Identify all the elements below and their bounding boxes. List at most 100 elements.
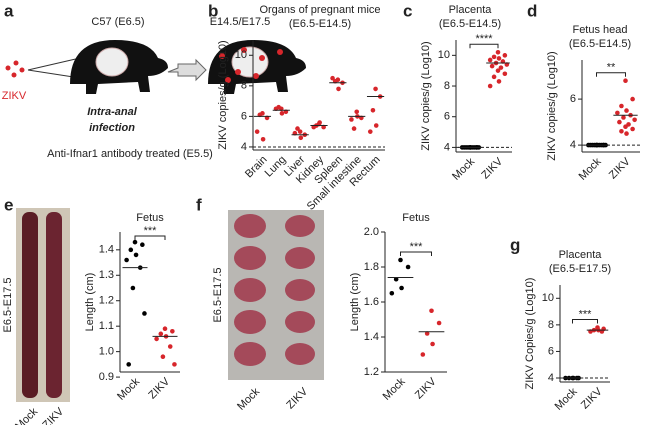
route-label: infection xyxy=(89,122,135,134)
y-tick-label: 4 xyxy=(548,372,554,384)
y-tick-label: 8 xyxy=(548,319,554,331)
data-point xyxy=(354,109,360,115)
y-tick-label: 1.8 xyxy=(364,261,379,273)
significance-label: **** xyxy=(475,33,493,45)
data-point xyxy=(498,65,504,70)
panel-label: d xyxy=(527,1,537,20)
x-tick-label: Mock xyxy=(577,155,604,182)
data-point xyxy=(399,285,404,291)
photo-x-label: ZIKV xyxy=(284,385,310,411)
y-axis-label: ZIKV copies/g (Log10) xyxy=(217,40,229,149)
data-point xyxy=(154,336,159,342)
data-point xyxy=(126,362,131,367)
data-point xyxy=(429,308,434,314)
data-point xyxy=(495,68,501,73)
data-point xyxy=(424,331,430,336)
y-tick-label: 6 xyxy=(570,93,576,105)
y-tick-label: 1.2 xyxy=(364,366,379,378)
chart-subtitle: (E6.5-E14.5) xyxy=(289,18,351,30)
x-tick-label: Mock xyxy=(381,375,408,402)
y-tick-label: 6 xyxy=(444,111,450,123)
chart-title: Fetus xyxy=(136,212,164,224)
data-point xyxy=(624,131,629,136)
uterus-photo xyxy=(22,212,38,398)
panel-label: a xyxy=(4,1,14,20)
significance-bracket xyxy=(572,319,598,324)
data-point xyxy=(502,71,508,77)
y-axis-label: Length (cm) xyxy=(349,273,361,332)
data-point xyxy=(370,107,376,113)
data-point xyxy=(619,103,624,109)
y-tick-label: 10 xyxy=(438,49,450,61)
arrow xyxy=(167,58,207,82)
y-tick-label: 6 xyxy=(241,110,247,122)
data-point xyxy=(170,328,175,334)
y-tick-label: 1.4 xyxy=(364,331,379,343)
fetus-photos xyxy=(234,214,315,366)
data-point xyxy=(491,54,497,60)
uterus-photo xyxy=(46,212,62,398)
significance-bracket xyxy=(469,43,499,49)
y-tick-label: 2.0 xyxy=(364,226,379,238)
treatment-label: Anti-Ifnar1 antibody treated (E5.5) xyxy=(47,148,213,160)
chart-subtitle: (E6.5-E14.5) xyxy=(439,18,501,30)
photo-side-label: E6.5-E17.5 xyxy=(2,277,14,332)
data-point xyxy=(167,344,173,349)
infection-dots xyxy=(219,47,283,83)
y-tick-label: 1.3 xyxy=(99,269,114,281)
data-point xyxy=(349,117,354,122)
significance-bracket xyxy=(596,72,626,77)
photo-f: f E6.5-E17.5 Mock ZIKV xyxy=(196,195,324,413)
panel-label: e xyxy=(4,195,13,214)
data-point xyxy=(295,126,300,131)
data-point xyxy=(128,247,134,253)
data-point xyxy=(630,126,635,132)
photo-x-label: ZIKV xyxy=(40,405,66,425)
chart-subtitle: (E6.5-E14.5) xyxy=(569,38,631,50)
y-axis-label: ZIKV copies/g (Log10) xyxy=(420,41,432,150)
data-point xyxy=(436,320,442,326)
x-tick-label: Mock xyxy=(553,385,580,412)
data-point xyxy=(496,56,502,61)
data-point xyxy=(160,354,166,360)
data-point xyxy=(351,126,357,131)
route-label: Intra-anal xyxy=(87,106,137,118)
data-point xyxy=(615,110,620,116)
data-point xyxy=(496,79,502,84)
uterus xyxy=(95,47,129,77)
data-point xyxy=(420,352,426,357)
y-tick-label: 1.6 xyxy=(364,296,379,308)
data-point xyxy=(430,341,435,347)
x-tick-label: ZIKV xyxy=(579,385,605,411)
significance-label: ** xyxy=(607,62,616,74)
diagram-label: E14.5/E17.5 xyxy=(210,16,271,28)
x-tick-label: Mock xyxy=(450,155,477,182)
data-point xyxy=(487,83,493,89)
photo-x-label: Mock xyxy=(235,385,262,412)
data-point xyxy=(373,123,379,128)
data-point xyxy=(373,86,378,92)
data-point xyxy=(619,129,624,134)
y-tick-label: 4 xyxy=(241,141,247,153)
panel-label: b xyxy=(208,1,218,20)
y-tick-label: 1.0 xyxy=(99,346,114,358)
data-point xyxy=(140,242,145,248)
significance-bracket xyxy=(400,251,432,256)
x-tick-label: ZIKV xyxy=(146,375,172,401)
y-tick-label: 1.4 xyxy=(99,244,114,256)
data-point xyxy=(495,49,501,55)
x-tick-label: ZIKV xyxy=(479,155,505,181)
data-point xyxy=(254,129,260,134)
y-axis-label: ZIKV Copies/g (Log10) xyxy=(524,278,536,390)
y-tick-label: 10 xyxy=(235,49,247,61)
data-point xyxy=(398,257,403,263)
x-tick-label: ZIKV xyxy=(413,375,439,401)
chart-title: Fetus xyxy=(402,212,430,224)
virus-dots xyxy=(5,60,25,78)
uterus xyxy=(231,46,269,78)
panel-label: f xyxy=(196,195,202,214)
data-point xyxy=(336,86,341,92)
data-point xyxy=(172,362,177,367)
chart-subtitle: (E6.5-E17.5) xyxy=(549,263,611,275)
